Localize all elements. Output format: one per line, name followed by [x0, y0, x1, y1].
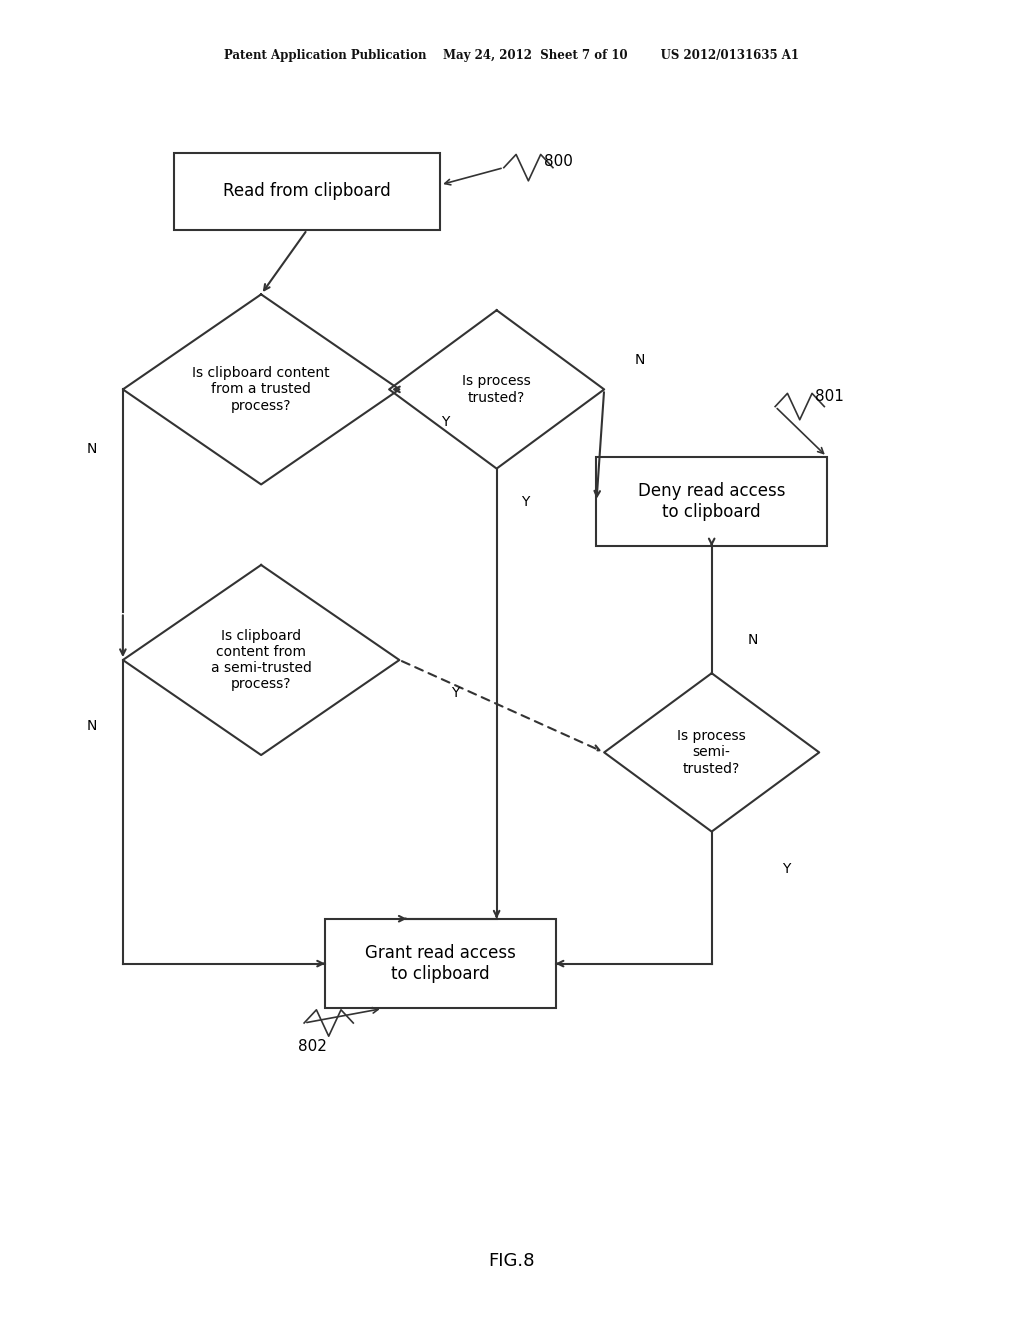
- Text: FIG.8: FIG.8: [488, 1251, 536, 1270]
- Text: Is process
semi-
trusted?: Is process semi- trusted?: [677, 729, 746, 776]
- Text: 801: 801: [815, 388, 844, 404]
- Polygon shape: [123, 565, 399, 755]
- Text: N: N: [87, 719, 97, 733]
- Text: 802: 802: [298, 1039, 327, 1055]
- FancyBboxPatch shape: [326, 919, 555, 1008]
- Text: N: N: [87, 442, 97, 455]
- FancyBboxPatch shape: [596, 457, 826, 546]
- Text: Y: Y: [521, 495, 529, 508]
- Text: Y: Y: [781, 862, 791, 875]
- Text: Is process
trusted?: Is process trusted?: [462, 375, 531, 404]
- Text: Y: Y: [452, 686, 460, 700]
- Text: N: N: [748, 634, 758, 647]
- Text: N: N: [635, 354, 645, 367]
- Polygon shape: [604, 673, 819, 832]
- Text: Read from clipboard: Read from clipboard: [223, 182, 391, 201]
- Text: Grant read access
to clipboard: Grant read access to clipboard: [365, 944, 516, 983]
- Polygon shape: [123, 294, 399, 484]
- Text: Is clipboard
content from
a semi-trusted
process?: Is clipboard content from a semi-trusted…: [211, 628, 311, 692]
- Text: Is clipboard content
from a trusted
process?: Is clipboard content from a trusted proc…: [193, 366, 330, 413]
- Text: Patent Application Publication    May 24, 2012  Sheet 7 of 10        US 2012/013: Patent Application Publication May 24, 2…: [224, 49, 800, 62]
- Text: 800: 800: [544, 153, 572, 169]
- Text: Y: Y: [441, 416, 450, 429]
- Polygon shape: [389, 310, 604, 469]
- FancyBboxPatch shape: [174, 153, 440, 230]
- Text: Deny read access
to clipboard: Deny read access to clipboard: [638, 482, 785, 521]
